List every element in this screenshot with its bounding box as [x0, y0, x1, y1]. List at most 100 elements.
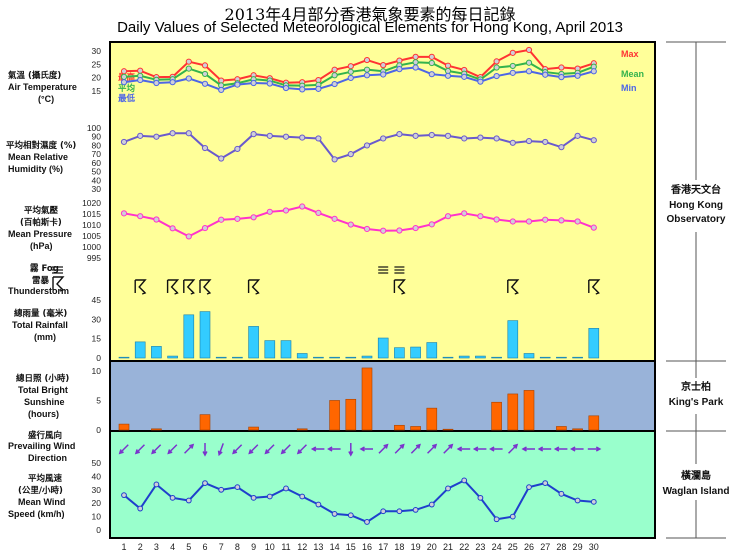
max-temp-point [525, 46, 533, 54]
max-temp-point [444, 62, 452, 69]
temperature-tick-label: 15 [92, 86, 102, 96]
wind-speed-point [493, 516, 500, 523]
wind-speed-point [266, 493, 273, 500]
wind-direction-arrow [151, 444, 162, 455]
label-sunshine-en-1: Total Bright [18, 385, 68, 395]
wind-direction-arrow [553, 446, 568, 452]
wind-speed-point [153, 481, 160, 488]
max-temp-point [509, 49, 516, 56]
humidity-point [282, 133, 290, 140]
humidity-point [396, 131, 403, 138]
thunderstorm-symbol-arrowhead [141, 289, 147, 295]
wind-direction-arrow [134, 444, 145, 455]
wind-speed-tick-label: 20 [92, 498, 102, 508]
label-rain-en-2: (mm) [34, 332, 56, 342]
sunshine-bar [248, 426, 259, 431]
pressure-point [461, 210, 468, 217]
pressure-tick-label: 1015 [82, 209, 101, 219]
humidity-point [363, 142, 371, 149]
rainfall-bar [442, 356, 454, 359]
pressure-point [477, 213, 484, 220]
pressure-point [331, 215, 338, 222]
min-temp-point [542, 71, 549, 78]
sunshine-bar [118, 423, 130, 431]
wind-direction-arrow [427, 443, 438, 454]
panel-observatory [110, 42, 655, 361]
rainfall-bar [183, 314, 195, 359]
pressure-point [509, 218, 516, 225]
rainfall-bar [264, 340, 276, 359]
rainfall-tick-label: 0 [96, 353, 101, 363]
min-temp-point [493, 72, 500, 80]
label-pressure-zh: 平均氣壓 [24, 205, 59, 216]
rainfall-bar [426, 342, 438, 359]
x-tick-label: 23 [475, 542, 485, 552]
rainfall-bar [118, 356, 130, 359]
wind-direction-arrow [202, 443, 208, 457]
humidity-tick-label: 80 [92, 140, 102, 150]
label-temp-en-1: Air Temperature [8, 82, 77, 92]
sunshine-bar [410, 426, 421, 431]
humidity-point [153, 133, 160, 140]
mean-temp-point [493, 64, 500, 71]
temperature-tick-label: 25 [92, 59, 102, 69]
pressure-point [185, 233, 192, 240]
label-thunder-zh: 雷暴 [32, 275, 50, 286]
wind-speed-tick-label: 40 [92, 471, 102, 481]
rainfall-bar [458, 355, 470, 359]
mean-temp-point [428, 59, 435, 67]
humidity-point [299, 134, 306, 141]
sunshine-bar [345, 398, 357, 431]
x-tick-label: 18 [394, 542, 404, 552]
label-wind-speed-en-1: Mean Wind [18, 497, 65, 507]
humidity-point [542, 138, 549, 146]
rainfall-bar [329, 356, 340, 359]
humidity-point [493, 135, 500, 142]
label-temp-zh: 氣溫 (攝氏度) [8, 70, 61, 81]
sunshine-bar [361, 367, 373, 431]
min-temp-point [428, 71, 435, 78]
mean-temp-point [509, 62, 516, 70]
wind-speed-point [315, 501, 322, 508]
rainfall-bar [345, 356, 357, 359]
rainfall-bar [588, 328, 600, 359]
humidity-point [315, 135, 322, 142]
min-temp-point [363, 72, 371, 79]
sunshine-bar [523, 390, 535, 431]
min-temp-point [169, 79, 176, 86]
wind-speed-point [542, 480, 549, 487]
station-observatory-zh: 香港天文台 [671, 183, 721, 196]
pressure-tick-label: 1000 [82, 242, 101, 252]
humidity-point [444, 132, 452, 139]
thunderstorm-symbol-arrowhead [206, 289, 212, 295]
mean-temp-point [347, 68, 354, 75]
wind-speed-point [202, 480, 208, 487]
sunshine-bar [151, 428, 162, 431]
label-thunder-en: Thunderstorm [8, 286, 69, 296]
humidity-point [525, 137, 533, 145]
station-observatory-en-2: Observatory [667, 214, 726, 225]
wind-direction-arrow [118, 444, 129, 455]
wind-speed-point [445, 485, 451, 492]
thunderstorm-symbol-arrowhead [255, 289, 260, 295]
min-temp-point [218, 86, 225, 94]
series-label-min-zh: 最低 [118, 93, 136, 104]
wind-speed-point [396, 508, 403, 515]
page-title-zh: 2013年4月部分香港氣象要素的每日記錄 [224, 5, 516, 24]
min-temp-point [266, 80, 273, 87]
min-temp-point [396, 66, 403, 73]
wind-speed-point [234, 484, 241, 491]
x-tick-label: 10 [265, 542, 275, 552]
pressure-tick-label: 995 [87, 253, 101, 263]
legend-max: Max [621, 49, 639, 59]
label-sunshine-en-2: Sunshine [24, 397, 65, 407]
x-tick-label: 28 [556, 542, 566, 552]
humidity-point [120, 138, 128, 146]
sunshine-bar [329, 400, 340, 431]
wind-speed-point [299, 493, 306, 500]
x-tick-label: 13 [313, 542, 323, 552]
mean-temp-point [363, 66, 371, 73]
rainfall-bar [232, 356, 243, 359]
temperature-tick-label: 30 [92, 46, 102, 56]
label-fog: 霧 Fog [29, 263, 59, 274]
